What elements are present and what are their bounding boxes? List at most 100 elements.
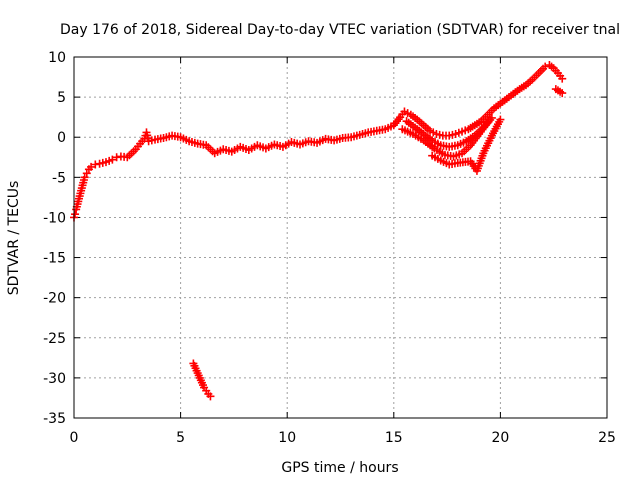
data-point [556,87,565,96]
data-point [475,118,484,127]
y-tick-label: -5 [52,170,66,186]
data-point [487,106,496,115]
data-point [335,134,344,143]
x-tick-label: 20 [491,430,509,446]
data-point [206,392,215,401]
data-point [403,109,412,118]
data-point [416,134,425,143]
y-tick-label: -25 [43,331,66,347]
data-point [539,64,548,73]
data-point [463,157,472,166]
data-point [464,143,473,152]
data-point [344,133,353,142]
data-point [98,158,107,167]
data-point [411,113,420,122]
data-point [408,121,417,130]
data-point [461,126,470,135]
data-point [369,127,378,136]
data-points [70,61,567,401]
data-point [526,77,535,86]
plot-frame [73,56,608,419]
data-point [532,71,541,80]
data-point [352,131,361,140]
data-point [417,119,426,128]
data-point [156,134,165,143]
data-point [455,150,464,159]
data-point [428,142,437,151]
data-point [433,154,442,163]
data-point [500,96,509,105]
y-tick-label: -20 [43,291,66,307]
x-tick-label: 5 [176,430,185,446]
x-tick-label: 25 [598,430,616,446]
data-point [435,130,444,139]
data-point [133,142,142,151]
data-point [438,149,447,158]
data-point [71,210,80,219]
data-point [125,151,134,160]
data-point [494,101,503,110]
chart-title: Day 176 of 2018, Sidereal Day-to-day VTE… [60,22,620,38]
y-axis-label: SDTVAR / TECUs [6,181,22,296]
x-tick-label: 0 [70,430,79,446]
data-point [398,110,407,119]
grid-layer [74,57,607,418]
data-point [513,86,522,95]
data-point [386,122,395,131]
data-point [448,130,457,139]
data-point [481,112,490,121]
data-point [468,122,477,131]
data-point [361,129,370,138]
data-point [473,132,482,141]
data-point [284,139,293,148]
data-point [75,192,84,201]
data-point [478,151,487,160]
data-point [507,91,516,100]
y-tick-label: -30 [43,371,66,387]
data-point [406,128,415,137]
data-point [112,153,121,162]
data-point [429,128,438,137]
data-point [495,117,504,126]
x-axis-label: GPS time / hours [281,460,398,476]
data-point [192,366,201,375]
data-point [394,115,403,124]
data-point [190,138,199,147]
y-tick-label: 5 [57,90,66,106]
data-point [190,361,199,370]
data-point [129,147,138,156]
data-point [224,146,233,155]
data-point [519,82,528,91]
data-point [318,136,327,145]
series-main-trace [70,61,567,222]
y-tick-label: -10 [43,210,66,226]
data-point [459,138,468,147]
data-point [173,132,182,141]
data-point [77,184,86,193]
x-axis-ticks: 0 5 10 15 20 25 [70,57,616,446]
data-point [198,381,207,390]
y-axis-ticks: -35 -30 -25 -20 -15 -10 -5 0 5 10 [43,50,607,427]
data-point [73,200,82,209]
data-point [378,125,387,134]
data-point [556,71,565,80]
data-point [79,176,88,185]
data-point [194,371,203,380]
data-point [204,143,213,152]
data-point [486,134,495,143]
series-diverging-branches [398,85,567,175]
data-point [82,169,91,178]
data-point [454,128,463,137]
y-tick-label: -35 [43,411,66,427]
x-tick-label: 15 [385,430,403,446]
data-point [486,115,495,124]
data-point [310,138,319,147]
data-point [196,376,205,385]
y-tick-label: 0 [57,130,66,146]
data-point [276,142,285,151]
series-outlier-segment [189,359,215,401]
data-point [199,140,208,149]
data-point [481,121,490,130]
data-point [91,160,100,169]
data-point [120,152,129,161]
